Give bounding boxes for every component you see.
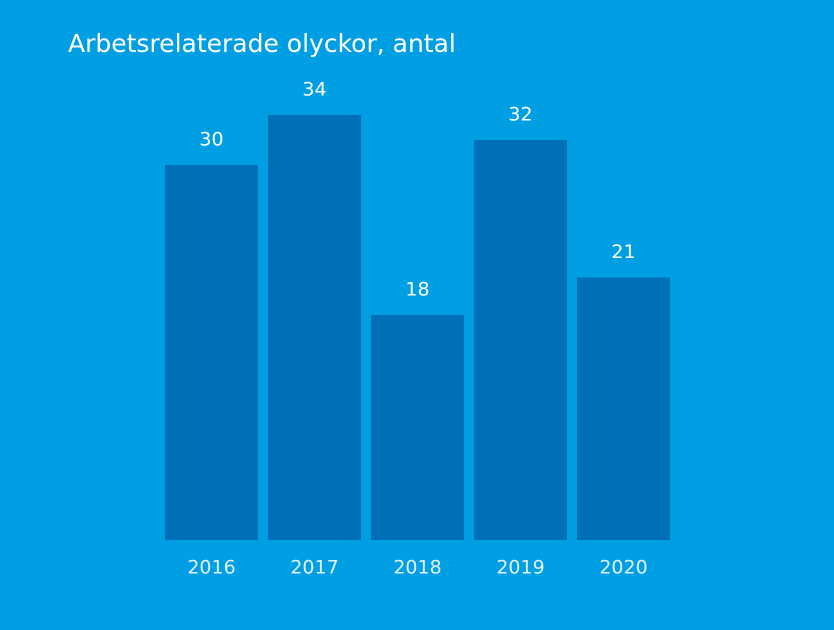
bar: [371, 315, 464, 540]
x-tick-label: 2018: [393, 557, 441, 579]
bar: [165, 165, 258, 540]
bar: [577, 277, 670, 540]
x-tick-label: 2019: [496, 557, 544, 579]
value-label: 21: [611, 241, 635, 263]
bar: [474, 140, 567, 540]
x-tick-label: 2020: [599, 557, 647, 579]
x-tick-label: 2017: [290, 557, 338, 579]
value-label: 18: [405, 279, 429, 301]
chart-title: Arbetsrelaterade olyckor, antal: [68, 29, 456, 58]
bar: [268, 115, 361, 540]
x-tick-label: 2016: [187, 557, 235, 579]
value-label: 30: [199, 129, 223, 151]
value-label: 34: [302, 79, 326, 101]
value-label: 32: [508, 104, 532, 126]
